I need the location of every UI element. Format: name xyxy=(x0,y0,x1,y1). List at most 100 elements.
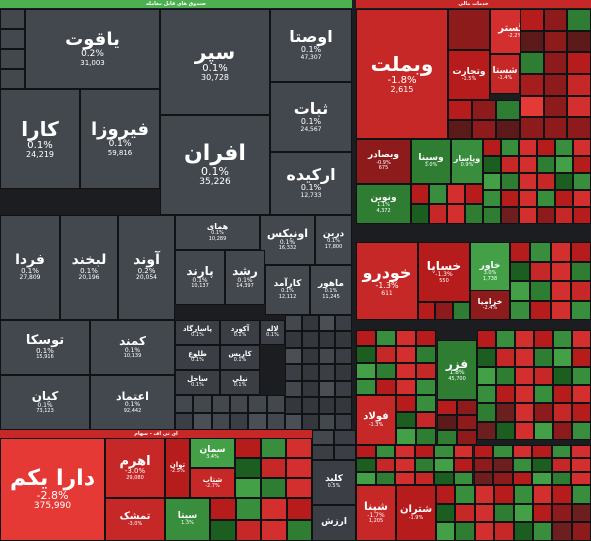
chemical-small-tile[interactable] xyxy=(553,366,572,385)
equity-small-tile[interactable] xyxy=(260,478,287,498)
oil-small-tile[interactable] xyxy=(513,485,533,504)
bank-small-tile[interactable] xyxy=(483,207,501,224)
misc-small-tile[interactable] xyxy=(375,458,396,472)
etf-tile[interactable]: فیروزا 0.1% 59,816 xyxy=(80,89,160,189)
etf-small-tile[interactable] xyxy=(335,364,352,381)
misc-small-tile[interactable] xyxy=(434,471,454,485)
etf-small-tile[interactable] xyxy=(230,412,249,430)
equity-small-tile[interactable] xyxy=(286,458,312,478)
etf-small-tile[interactable] xyxy=(301,364,319,381)
etf-small-tile[interactable] xyxy=(335,315,352,332)
oil-small-tile[interactable] xyxy=(436,503,456,523)
oil-small-tile[interactable] xyxy=(494,522,514,541)
sector-header-etf[interactable]: صندوق های قابل معامله xyxy=(0,0,352,8)
metal-small-tile[interactable] xyxy=(396,378,416,395)
equity-etf-tile[interactable]: تمشک -3.0% xyxy=(105,498,165,541)
chemical-small-tile[interactable] xyxy=(534,421,553,440)
misc-small-tile[interactable] xyxy=(395,458,415,472)
etf-tile[interactable]: اعتماد 0.1% 92,442 xyxy=(90,375,175,430)
etf-small-tile[interactable] xyxy=(301,380,319,398)
etf-small-tile[interactable] xyxy=(230,395,249,413)
chemical-small-tile[interactable] xyxy=(496,366,515,385)
etf-small-tile[interactable] xyxy=(285,380,302,398)
chemical-small-tile[interactable] xyxy=(457,400,477,415)
etf-small-tile[interactable] xyxy=(285,413,302,430)
etf-small-tile[interactable] xyxy=(318,315,336,332)
bank-small-tile[interactable] xyxy=(567,52,591,74)
equity-small-tile[interactable] xyxy=(210,498,236,520)
etf-small-tile[interactable] xyxy=(335,331,352,348)
bank-small-tile[interactable] xyxy=(520,9,544,31)
auto-small-tile[interactable] xyxy=(510,242,531,262)
equity-small-tile[interactable] xyxy=(210,519,236,541)
oil-small-tile[interactable] xyxy=(532,503,553,523)
oil-small-tile[interactable] xyxy=(552,522,572,541)
etf-tile[interactable]: یاقوت 0.2% 31,003 xyxy=(25,9,160,89)
oil-small-tile[interactable] xyxy=(532,522,553,541)
bank-small-tile[interactable] xyxy=(501,156,519,173)
etf-tile[interactable]: همای 0.1% 10,289 xyxy=(175,215,260,250)
metal-small-tile[interactable] xyxy=(396,330,416,347)
metal-small-tile[interactable] xyxy=(356,346,376,363)
misc-small-tile[interactable] xyxy=(493,458,513,472)
chemical-small-tile[interactable] xyxy=(477,348,496,367)
oil-small-tile[interactable] xyxy=(494,485,514,504)
chemical-small-tile[interactable] xyxy=(477,330,496,349)
etf-small-tile[interactable] xyxy=(0,49,25,69)
chemical-small-tile[interactable] xyxy=(496,385,515,404)
bank-tile[interactable]: وتجارت -1.5% xyxy=(448,50,490,100)
chemical-small-tile[interactable] xyxy=(515,385,534,404)
bank-small-tile[interactable] xyxy=(411,184,429,204)
bank-small-tile[interactable] xyxy=(472,100,496,120)
bank-small-tile[interactable] xyxy=(483,173,501,190)
metal-small-tile[interactable] xyxy=(356,330,376,347)
metal-small-tile[interactable] xyxy=(376,330,396,347)
bank-small-tile[interactable] xyxy=(447,204,465,224)
misc-small-tile[interactable] xyxy=(414,445,435,459)
etf-tile[interactable]: آکورد 0.1% xyxy=(220,320,260,345)
bank-small-tile[interactable] xyxy=(555,173,573,190)
oil-small-tile[interactable] xyxy=(474,485,495,504)
bank-small-tile[interactable] xyxy=(573,156,591,173)
bank-small-tile[interactable] xyxy=(543,30,568,53)
bank-small-tile[interactable] xyxy=(573,139,591,156)
metal-small-tile[interactable] xyxy=(416,330,436,347)
misc-small-tile[interactable] xyxy=(356,445,376,459)
oil-small-tile[interactable] xyxy=(571,522,591,541)
bond-small-tile[interactable] xyxy=(334,445,356,460)
chemical-small-tile[interactable] xyxy=(572,348,591,367)
bank-small-tile[interactable] xyxy=(543,9,568,31)
auto-tile[interactable]: خودرو -1.3% 611 xyxy=(356,242,418,320)
misc-small-tile[interactable] xyxy=(532,458,552,472)
oil-small-tile[interactable] xyxy=(455,485,475,504)
misc-small-tile[interactable] xyxy=(571,445,591,459)
etf-tile[interactable]: توسکا 0.1% 15,916 xyxy=(0,320,90,375)
chemical-small-tile[interactable] xyxy=(496,330,515,349)
etf-tile[interactable]: نیلی 0.1% xyxy=(220,370,260,395)
equity-small-tile[interactable] xyxy=(235,498,261,520)
misc-small-tile[interactable] xyxy=(434,445,454,459)
equity-small-tile[interactable] xyxy=(260,438,287,458)
etf-small-tile[interactable] xyxy=(335,380,352,398)
sector-header-services[interactable]: خدمات مالی xyxy=(356,0,591,8)
bank-small-tile[interactable] xyxy=(555,190,573,207)
auto-tile[interactable]: خساپا -1.3% 550 xyxy=(418,242,470,302)
etf-small-tile[interactable] xyxy=(301,315,319,332)
chemical-small-tile[interactable] xyxy=(457,415,477,430)
metal-small-tile[interactable] xyxy=(416,395,436,412)
etf-tile[interactable]: ارکیده 0.1% 12,733 xyxy=(270,152,352,215)
oil-small-tile[interactable] xyxy=(455,522,475,541)
bank-small-tile[interactable] xyxy=(543,117,568,139)
oil-small-tile[interactable] xyxy=(571,503,591,523)
etf-small-tile[interactable] xyxy=(335,413,352,430)
chemical-small-tile[interactable] xyxy=(534,348,553,367)
bank-tile[interactable]: وپاسار 0.9% xyxy=(451,139,483,184)
chemical-small-tile[interactable] xyxy=(572,385,591,404)
oil-small-tile[interactable] xyxy=(571,485,591,504)
auto-small-tile[interactable] xyxy=(452,302,470,320)
etf-tile[interactable]: افران 0.1% 35,226 xyxy=(160,115,270,215)
etf-small-tile[interactable] xyxy=(266,395,285,413)
chemical-small-tile[interactable] xyxy=(572,366,591,385)
bank-small-tile[interactable] xyxy=(537,139,555,156)
misc-small-tile[interactable] xyxy=(356,471,376,485)
